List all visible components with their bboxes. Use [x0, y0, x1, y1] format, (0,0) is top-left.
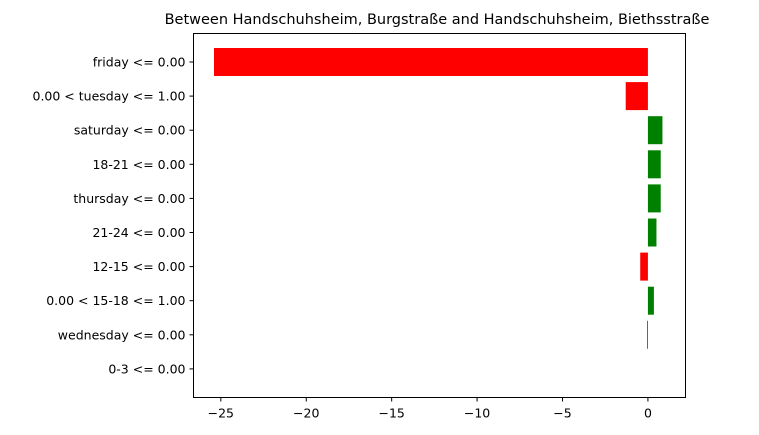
bar-7: [647, 286, 654, 315]
bar-4: [647, 184, 661, 213]
bar-1: [625, 82, 648, 111]
x-tick-label-2: −15: [378, 406, 404, 421]
category-label-7: 0.00 < 15-18 <= 1.00: [46, 293, 185, 308]
x-tick-label-5: 0: [644, 406, 652, 421]
bar-5: [647, 218, 657, 247]
bars-group: [214, 48, 663, 349]
x-tick-label-1: −20: [293, 406, 319, 421]
category-labels: friday <= 0.00 0.00 < tuesday <= 1.00 satu…: [33, 55, 194, 376]
bar-2: [647, 116, 663, 145]
category-label-4: thursday <= 0.00: [73, 191, 185, 206]
bar-0: [214, 48, 648, 76]
bar-6: [640, 252, 648, 281]
category-label-9: 0-3 <= 0.00: [108, 361, 185, 376]
category-label-3: 18-21 <= 0.00: [92, 157, 185, 172]
bar-8: [647, 320, 648, 349]
chart-title: Between Handschuhsheim, Burgstraße and H…: [165, 12, 710, 28]
x-axis-ticks: −25 −20 −15 −10 −5 0: [208, 397, 652, 421]
category-label-5: 21-24 <= 0.00: [92, 225, 185, 240]
x-tick-label-0: −25: [208, 406, 234, 421]
category-label-6: 12-15 <= 0.00: [92, 259, 185, 274]
x-tick-label-4: −5: [553, 406, 571, 421]
plot-frame: [193, 33, 686, 398]
category-label-8: wednesday <= 0.00: [58, 327, 186, 342]
category-label-2: saturday <= 0.00: [74, 123, 186, 138]
x-tick-label-3: −10: [464, 406, 490, 421]
bar-3: [647, 150, 661, 179]
category-label-1: 0.00 < tuesday <= 1.00: [33, 89, 186, 104]
category-label-0: friday <= 0.00: [93, 55, 186, 70]
